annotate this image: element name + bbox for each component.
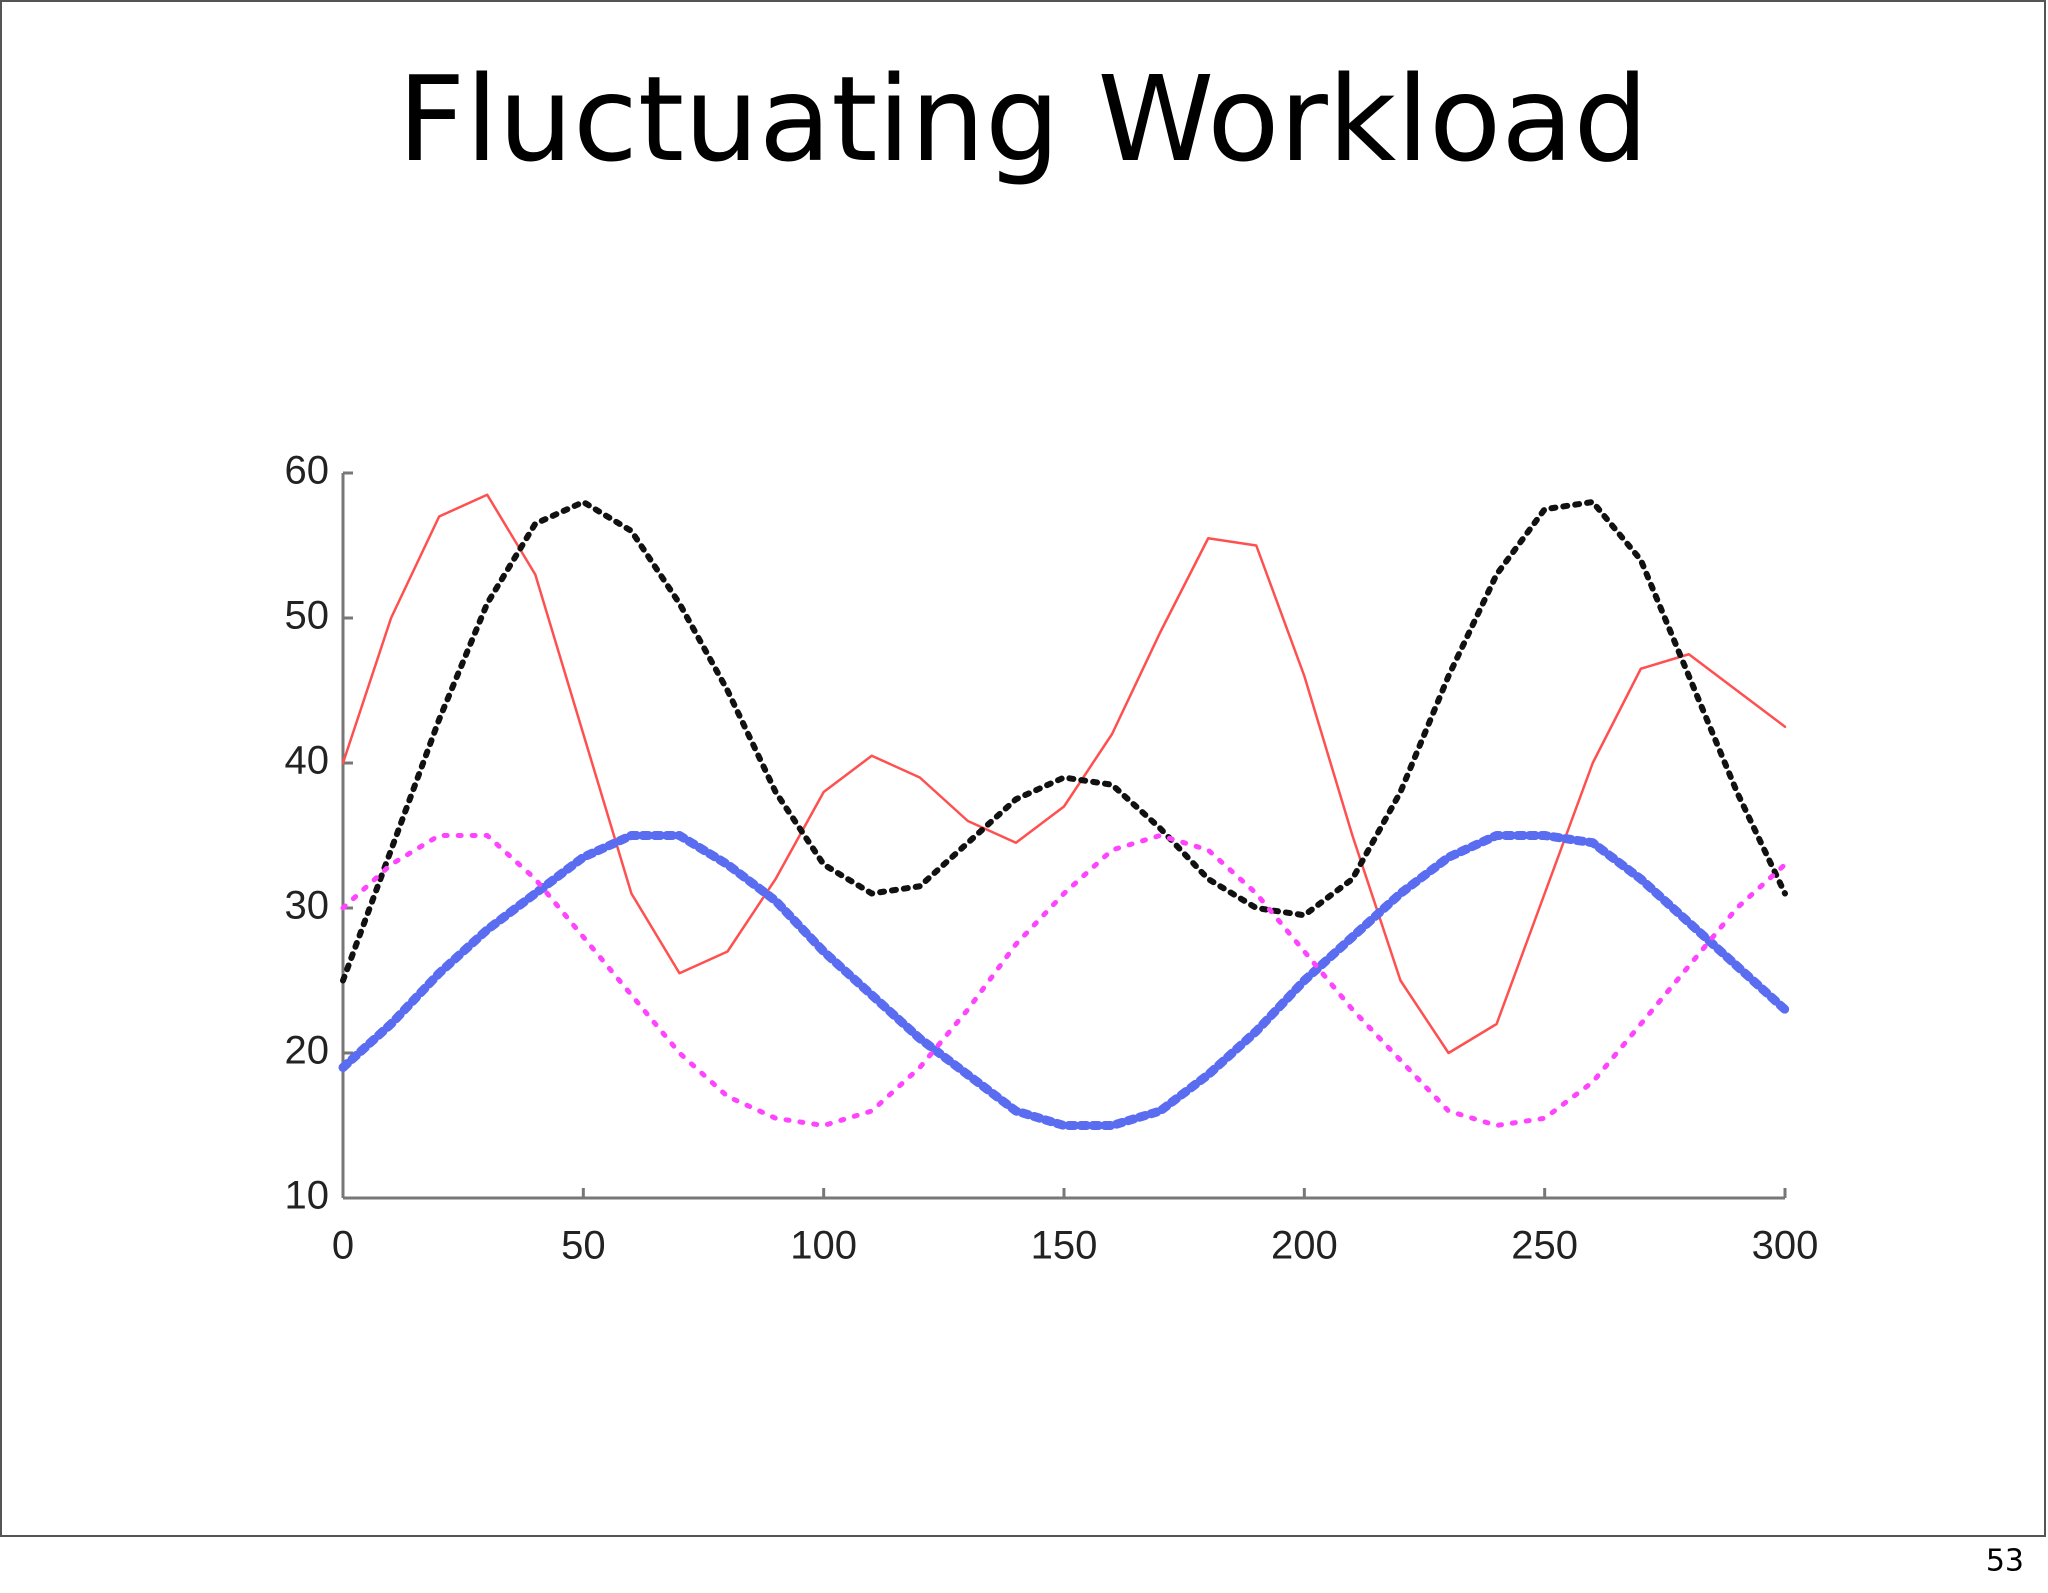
y-tick-label: 40 (285, 739, 330, 783)
slide-title: Fluctuating Workload (398, 50, 1649, 188)
x-tick-label: 250 (1511, 1224, 1578, 1268)
x-tick-label: 100 (790, 1224, 857, 1268)
series-line (340, 499, 1788, 984)
x-tick-label: 0 (332, 1224, 354, 1268)
x-tick-label: 200 (1271, 1224, 1338, 1268)
series-line (341, 493, 1787, 1055)
y-tick-label: 10 (285, 1174, 330, 1218)
series-line (340, 833, 1788, 1128)
y-tick-label: 20 (285, 1029, 330, 1073)
y-tick-label: 30 (285, 884, 330, 928)
x-tick-label: 300 (1752, 1224, 1819, 1268)
series-line (338, 831, 1790, 1130)
y-tick-label: 60 (285, 449, 330, 493)
x-tick-label: 50 (561, 1224, 606, 1268)
x-tick-label: 150 (1031, 1224, 1098, 1268)
slide-number: 53 (1986, 1544, 2024, 1579)
y-tick-label: 50 (285, 594, 330, 638)
